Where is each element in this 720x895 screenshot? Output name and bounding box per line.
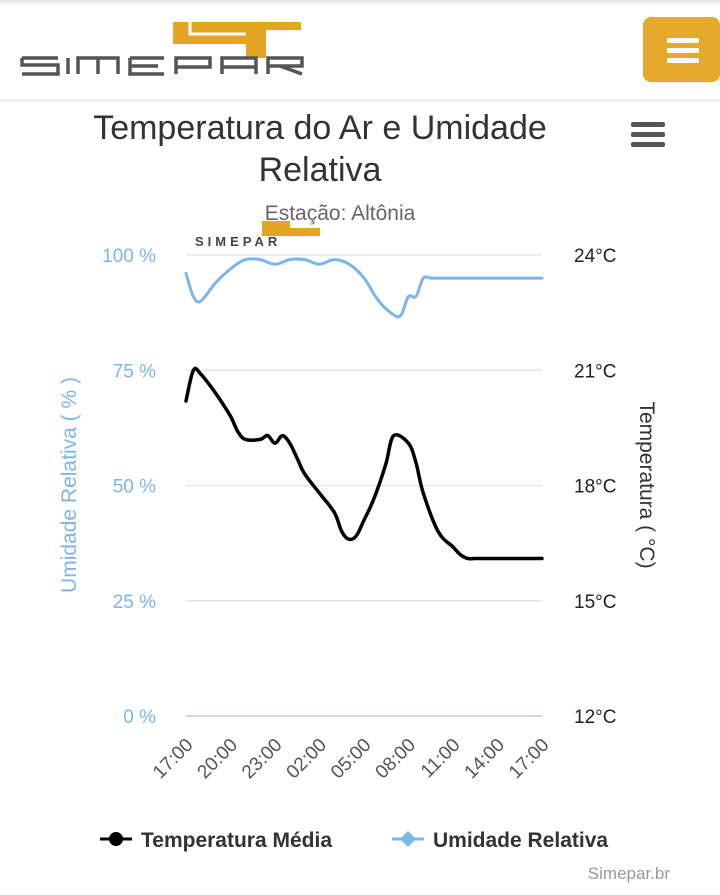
hamburger-icon	[631, 122, 665, 127]
y-axis-left-label: Umidade Relativa ( % )	[58, 377, 81, 593]
site-header	[0, 0, 720, 100]
series-line-temperature[interactable]	[184, 366, 544, 561]
hamburger-icon	[667, 38, 699, 43]
legend-diamond-marker	[400, 831, 416, 847]
main-menu-button[interactable]	[643, 17, 720, 82]
chart-watermark-logo: SIMEPAR	[195, 221, 320, 249]
x-tick-label: 11:00	[417, 735, 464, 782]
series-line-humidity[interactable]	[184, 257, 544, 319]
y-right-tick-label: 15°C	[574, 592, 616, 613]
x-tick-label: 05:00	[327, 735, 375, 783]
y-left-tick-label: 100 %	[102, 246, 156, 267]
y-left-tick-label: 25 %	[113, 592, 156, 613]
y-right-tick-label: 24°C	[574, 246, 616, 267]
chart-subtitle: Estação: Altônia	[264, 202, 416, 225]
y-right-tick-label: 21°C	[574, 361, 616, 382]
x-tick-label: 20:00	[194, 735, 242, 783]
chart-credits[interactable]: Simepar.br	[587, 864, 670, 883]
chart-context-menu-button[interactable]	[628, 120, 668, 152]
y-right-tick-label: 12°C	[574, 707, 616, 728]
simepar-logo[interactable]	[18, 20, 308, 82]
x-tick-label: 17:00	[149, 735, 197, 783]
chart-legend: Temperatura Média Umidade Relativa	[100, 829, 608, 852]
y-right-tick-label: 18°C	[574, 477, 616, 498]
x-tick-label: 02:00	[283, 735, 331, 783]
chart-title: Temperatura do Ar e Umidade Relativa	[93, 109, 547, 189]
x-tick-label: 14:00	[461, 735, 509, 783]
x-tick-label: 17:00	[505, 735, 553, 783]
y-left-tick-label: 75 %	[113, 361, 156, 382]
x-tick-label: 08:00	[372, 735, 420, 783]
svg-text:SIMEPAR: SIMEPAR	[195, 234, 281, 249]
legend-item[interactable]: Umidade Relativa	[392, 829, 608, 852]
legend-label: Temperatura Média	[141, 829, 332, 852]
legend-item[interactable]: Temperatura Média	[100, 829, 332, 852]
x-tick-label: 23:00	[238, 735, 286, 783]
y-left-tick-label: 50 %	[113, 477, 156, 498]
legend-circle-marker	[109, 832, 123, 846]
legend-label: Umidade Relativa	[433, 829, 608, 852]
header-divider	[0, 99, 720, 102]
y-left-tick-label: 0 %	[123, 707, 156, 728]
top-shadow	[0, 0, 720, 6]
y-axis-right-label: Temperatura ( °C)	[635, 401, 658, 568]
